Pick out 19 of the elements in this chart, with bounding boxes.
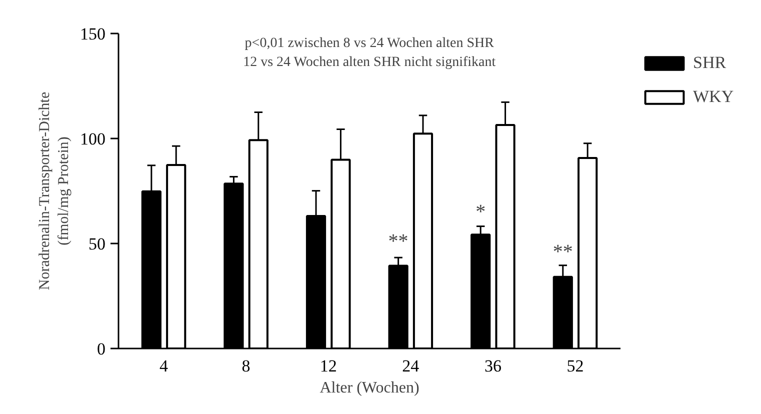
y-tick-label: 150: [80, 24, 106, 44]
annotation: 12 vs 24 Wochen alten SHR nicht signifikant: [243, 55, 496, 70]
x-tick-label: 4: [160, 356, 169, 376]
x-tick-label: 24: [402, 356, 420, 376]
y-tick-label: 50: [88, 234, 106, 254]
annotation: **: [388, 230, 408, 252]
annotation: **: [552, 240, 573, 263]
y-tick-label: 100: [80, 130, 106, 148]
y-tick-label: 0: [97, 340, 106, 358]
x-tick-label: 12: [320, 356, 337, 376]
x-tick-label: 8: [242, 356, 250, 376]
legend-label: SHR: [693, 53, 726, 73]
x-tick-label: 52: [566, 356, 584, 376]
annotation: p<0,01 zwischen 8 vs 24 Wochen alten SHR: [244, 36, 495, 51]
x-tick-label: 36: [484, 356, 502, 376]
annotation: *: [476, 201, 486, 223]
legend-label: WKY: [693, 87, 734, 107]
y-axis-title: Noradrenalin-Transporter-Dichte (fmol/mg Protein): [36, 92, 72, 290]
x-axis-title: Alter (Wochen): [320, 380, 420, 396]
